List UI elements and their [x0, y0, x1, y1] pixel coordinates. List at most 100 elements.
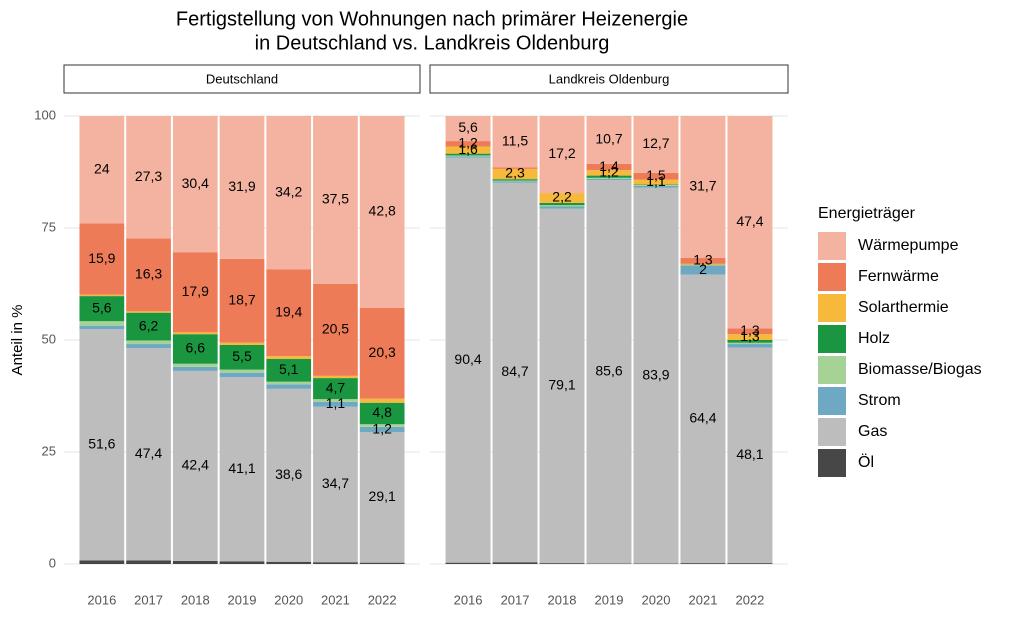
x-tick-label: 2016	[87, 592, 116, 607]
data-label: 4,8	[372, 404, 392, 420]
legend-label: Gas	[858, 423, 887, 440]
bar-segment	[445, 153, 491, 156]
bar-segment	[219, 561, 265, 564]
bar-segment	[539, 205, 585, 207]
data-label: 34,2	[275, 183, 302, 199]
legend-key	[818, 263, 846, 291]
legend-label: Wärmepumpe	[858, 237, 959, 254]
legend-label: Öl	[858, 453, 874, 471]
facet-strip	[63, 64, 421, 94]
data-label: 1,5	[646, 167, 666, 183]
data-label: 18,7	[228, 292, 255, 308]
legend-key	[818, 449, 846, 477]
bar-segment	[539, 563, 585, 564]
x-tick-label: 2020	[274, 592, 303, 607]
bar-segment	[727, 116, 773, 329]
bar-segment	[727, 347, 773, 564]
x-tick-label: 2016	[454, 592, 483, 607]
data-label: 5,5	[232, 348, 252, 364]
bar-segment	[172, 560, 218, 564]
bar-segment	[680, 263, 726, 265]
bar-segment	[266, 356, 312, 359]
data-label: 84,7	[501, 363, 528, 379]
bar-segment	[492, 182, 538, 563]
bar-segment	[586, 177, 632, 179]
data-label: 31,7	[689, 178, 716, 194]
x-tick-label: 2021	[689, 592, 718, 607]
data-label: 1,3	[693, 252, 713, 268]
bar-segment	[492, 180, 538, 182]
bar-segment	[313, 375, 358, 379]
bar-segment	[126, 311, 171, 313]
legend-key	[818, 325, 846, 353]
data-label: 10,7	[595, 131, 622, 147]
bar-segment	[313, 401, 358, 407]
bar-segment	[359, 424, 405, 427]
bar-segment	[492, 116, 538, 168]
legend-key	[818, 356, 846, 384]
bar-segment	[727, 340, 773, 343]
bar-segment	[126, 340, 171, 345]
y-tick-label: 50	[42, 331, 56, 346]
facet-strip	[429, 64, 789, 94]
bar-segment	[586, 178, 632, 181]
x-tick-label: 2017	[501, 592, 530, 607]
facet-label: Landkreis Oldenburg	[549, 71, 670, 86]
bar-segment	[172, 363, 218, 367]
legend-label: Strom	[858, 392, 901, 409]
bar-segment	[313, 562, 358, 564]
data-label: 1,2	[599, 164, 619, 180]
bar-segment	[219, 377, 265, 562]
bar-segment	[445, 157, 491, 563]
data-label: 19,4	[275, 303, 302, 319]
data-label: 5,1	[279, 361, 299, 377]
data-label: 51,6	[88, 436, 115, 452]
bar-segment	[539, 116, 585, 194]
legend-key	[818, 232, 846, 260]
bar-segment	[126, 238, 171, 312]
bar-segment	[219, 372, 265, 378]
bar-segment	[727, 344, 773, 348]
data-label: 24	[94, 160, 110, 176]
data-label: 11,5	[502, 132, 528, 148]
bar-segment	[359, 307, 405, 399]
legend-label: Fernwärme	[858, 268, 939, 285]
data-label: 16,3	[135, 266, 162, 282]
bar-segment	[172, 252, 218, 333]
bar-segment	[313, 284, 358, 376]
bar-segment	[359, 562, 405, 564]
x-tick-label: 2020	[642, 592, 671, 607]
bar-segment	[492, 167, 538, 169]
bar-segment	[126, 116, 171, 239]
bar-segment	[266, 358, 312, 382]
data-label: 31,9	[228, 178, 255, 194]
bar-segment	[586, 180, 632, 564]
bar-segment	[359, 116, 405, 308]
data-label: 2,3	[505, 165, 525, 181]
bar-segment	[492, 168, 538, 180]
bar-segment	[79, 296, 125, 322]
bar-segment	[492, 562, 538, 564]
bar-segment	[313, 116, 358, 284]
legend-key	[818, 387, 846, 415]
bar-segment	[79, 294, 125, 297]
legend-label: Biomasse/Biogas	[858, 361, 982, 378]
bar-segment	[359, 398, 405, 403]
legend-title: Energieträger	[818, 205, 916, 222]
data-label: 5,6	[458, 119, 478, 135]
data-label: 1,1	[326, 395, 346, 411]
bar-segment	[172, 332, 218, 335]
x-tick-label: 2021	[321, 592, 350, 607]
data-label: 29,1	[369, 488, 396, 504]
chart-title: in Deutschland vs. Landkreis Oldenburg	[255, 32, 610, 54]
chart-title: Fertigstellung von Wohnungen nach primär…	[176, 8, 688, 30]
data-label: 47,4	[736, 213, 763, 229]
bar-segment	[172, 366, 218, 371]
bar-segment	[79, 329, 125, 561]
x-tick-label: 2019	[228, 592, 257, 607]
data-label: 42,4	[182, 457, 209, 473]
data-label: 12,7	[642, 135, 669, 151]
bar-segment	[219, 258, 265, 343]
bar-segment	[172, 116, 218, 253]
